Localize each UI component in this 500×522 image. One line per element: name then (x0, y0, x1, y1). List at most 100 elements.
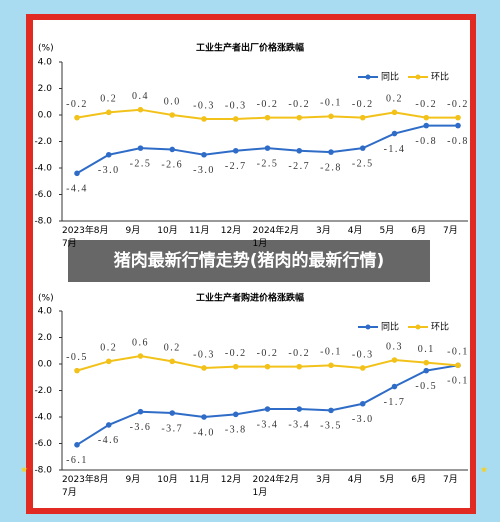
chart-title: 工业生产者出厂价格涨跌幅 (196, 42, 304, 54)
y-tick-label: 0.0 (38, 360, 53, 370)
value-label: -0.3 (193, 349, 215, 360)
point (359, 365, 366, 371)
point (201, 365, 207, 371)
value-label: -3.4 (257, 419, 279, 430)
point (105, 151, 112, 158)
point (201, 116, 207, 122)
value-label: -3.8 (225, 425, 247, 436)
value-label: 0.2 (164, 343, 181, 354)
value-label: -3.5 (320, 421, 342, 432)
point (296, 363, 303, 370)
x-tick-label: 11月 (189, 226, 210, 236)
x-tick-label: 3月 (316, 475, 331, 485)
y-tick-label: 4.0 (38, 58, 53, 68)
point (105, 422, 112, 428)
value-label: -1.4 (384, 144, 406, 155)
point (201, 414, 207, 420)
value-label: -4.6 (98, 435, 120, 446)
value-label: -0.2 (225, 348, 247, 359)
value-label: -0.2 (257, 99, 279, 110)
x-tick-label: 6月 (411, 226, 426, 236)
x-tick-label: 5月 (379, 226, 395, 236)
point (137, 145, 144, 151)
legend-marker (365, 324, 371, 330)
value-label: -0.2 (257, 348, 279, 359)
value-label: 0.2 (100, 343, 117, 354)
value-label: 0.3 (386, 341, 403, 352)
value-label: 0.0 (164, 96, 181, 107)
value-label: -1.7 (384, 397, 406, 408)
x-tick-label: 5月 (379, 475, 395, 485)
value-label: -3.7 (161, 423, 183, 434)
legend-label: 同比 (381, 321, 399, 333)
point (169, 358, 176, 365)
y-tick-label: 4.0 (38, 307, 53, 317)
point (328, 362, 334, 369)
x-tick-label: 2023年 7月 (62, 475, 94, 498)
value-label: -4.0 (193, 427, 215, 438)
value-label: -0.3 (193, 100, 215, 111)
legend-label: 环比 (431, 71, 449, 83)
y-axis-label: (%) (38, 44, 54, 54)
value-label: 0.2 (386, 94, 403, 105)
point (264, 363, 271, 370)
point (328, 113, 334, 120)
value-label: 0.1 (418, 344, 435, 355)
x-tick-label: 8月 (93, 226, 109, 236)
x-tick-label: 7月 (443, 475, 458, 485)
point (264, 406, 271, 412)
x-tick-label: 11月 (189, 475, 210, 485)
x-tick-label: 9月 (125, 475, 141, 485)
banner: 猪肉最新行情走势(猪肉的最新行情) (68, 240, 430, 282)
point (264, 145, 271, 151)
star: ★ (480, 466, 488, 476)
point (296, 114, 303, 121)
y-tick-label: 2.0 (38, 333, 53, 343)
legend-marker (365, 74, 371, 80)
x-tick-label: 2024年 1月 (252, 226, 285, 249)
x-tick-label: 12月 (220, 226, 242, 236)
y-axis-label: (%) (38, 294, 54, 304)
point (391, 383, 398, 390)
value-label: -3.6 (130, 422, 152, 433)
x-tick-label: 2024年 1月 (252, 475, 285, 498)
x-tick-label: 8月 (93, 475, 109, 485)
x-tick-label: 2023年 7月 (62, 226, 94, 249)
y-tick-label: -8.0 (34, 217, 52, 227)
value-label: -0.3 (352, 349, 374, 360)
value-label: -0.2 (447, 99, 469, 110)
value-label: -0.2 (288, 99, 310, 110)
chart-title: 工业生产者购进价格涨跌幅 (196, 292, 304, 304)
legend-label: 同比 (381, 71, 399, 83)
value-label: -0.1 (447, 347, 469, 358)
point (423, 359, 430, 366)
value-label: 0.4 (132, 91, 149, 102)
value-label: -0.3 (225, 100, 247, 111)
value-label: -2.5 (257, 158, 279, 169)
point (105, 358, 112, 365)
value-label: -0.2 (415, 99, 437, 110)
y-tick-label: 2.0 (38, 84, 53, 94)
value-label: -3.4 (288, 419, 310, 430)
value-label: -3.0 (193, 165, 215, 176)
value-label: -3.0 (98, 165, 120, 176)
point (232, 411, 239, 418)
point (74, 170, 80, 177)
point (232, 116, 239, 122)
point (423, 122, 430, 129)
value-label: -2.6 (161, 160, 183, 171)
y-tick-label: -2.0 (34, 137, 52, 147)
value-label: -0.1 (320, 98, 342, 109)
value-label: -0.2 (352, 99, 374, 110)
legend-marker (415, 74, 421, 80)
value-label: -2.7 (288, 161, 310, 172)
y-tick-label: -6.0 (34, 190, 52, 200)
point (359, 114, 366, 121)
point (137, 408, 144, 415)
y-tick-label: 0.0 (38, 111, 53, 121)
point (359, 400, 366, 407)
value-label: -2.5 (352, 158, 374, 169)
x-tick-label: 4月 (347, 475, 363, 485)
x-tick-label: 12月 (220, 475, 242, 485)
